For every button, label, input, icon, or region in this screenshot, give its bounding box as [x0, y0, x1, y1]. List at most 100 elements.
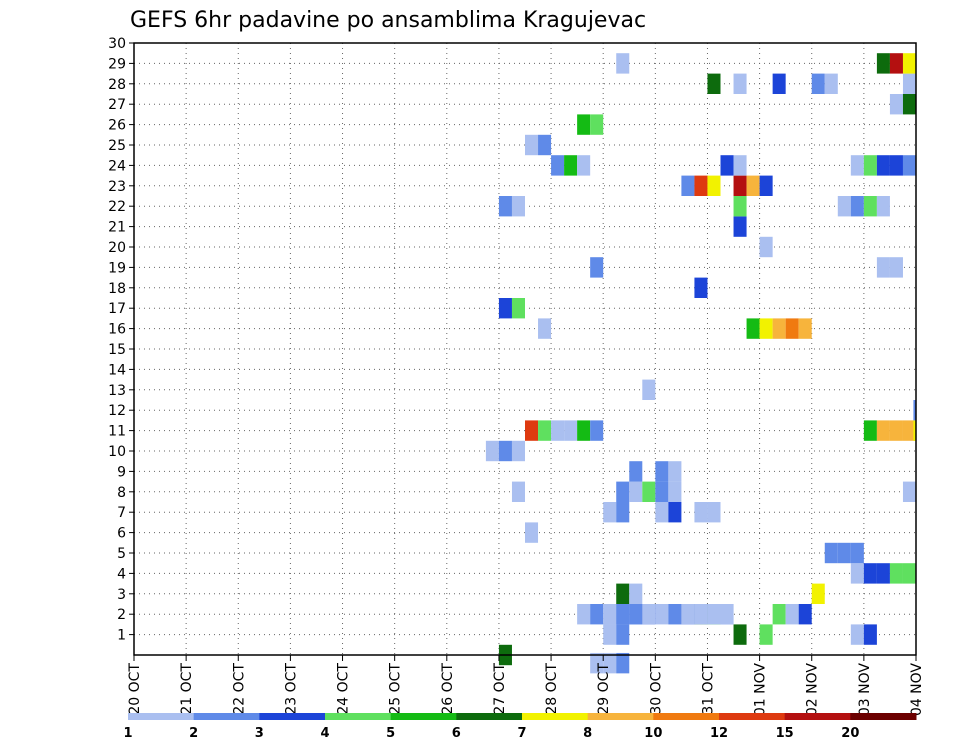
- data-cell: [498, 440, 512, 462]
- data-cell: [629, 604, 643, 625]
- y-tick-label: 29: [108, 56, 126, 72]
- data-cell: [590, 257, 604, 278]
- data-cell: [629, 461, 643, 482]
- data-cell: [863, 155, 877, 176]
- data-cell: [642, 604, 656, 625]
- x-tick-label: 04 NOV: [909, 663, 925, 717]
- y-tick-label: 14: [108, 362, 126, 378]
- data-cell: [746, 318, 760, 339]
- data-cell: [876, 53, 890, 74]
- data-cell: [668, 604, 682, 625]
- data-cell: [564, 155, 578, 176]
- y-tick-label: 8: [117, 485, 126, 501]
- y-tick-label: 21: [108, 220, 126, 236]
- data-cell: [733, 196, 747, 217]
- data-cell: [798, 318, 812, 339]
- y-tick-label: 3: [117, 587, 126, 603]
- data-cell: [538, 318, 552, 339]
- data-cell: [629, 583, 643, 604]
- y-tick-label: 20: [108, 240, 126, 256]
- legend-swatch: [784, 713, 851, 720]
- data-cell: [913, 400, 916, 421]
- data-cell: [850, 196, 864, 217]
- data-cell: [655, 502, 669, 523]
- x-tick-label: 03 NOV: [857, 663, 873, 717]
- data-cell: [876, 420, 890, 441]
- x-axis: 20 OCT 21 OCT 22 OCT 23 OCT 24 OCT 25 OCT 26 O…: [127, 655, 925, 716]
- data-cell: [525, 522, 539, 543]
- data-cell: [746, 175, 760, 196]
- data-cell: [538, 134, 552, 156]
- legend-swatch: [587, 713, 654, 720]
- data-cell: [616, 624, 630, 645]
- data-cell: [629, 481, 643, 502]
- data-cell: [785, 604, 799, 625]
- data-cell: [889, 53, 903, 74]
- x-tick-label: 27 OCT: [492, 663, 508, 715]
- data-cell: [590, 652, 604, 674]
- y-tick-label: 10: [108, 444, 126, 460]
- legend-swatch: [259, 713, 326, 720]
- data-cell: [525, 134, 539, 156]
- x-tick-label: 21 OCT: [179, 663, 195, 715]
- data-cell: [616, 583, 630, 604]
- data-cell: [876, 257, 890, 278]
- legend-label: 10: [644, 726, 662, 741]
- data-cell: [759, 236, 773, 258]
- data-cell: [850, 155, 864, 176]
- y-tick-label: 17: [108, 301, 126, 317]
- data-cell: [616, 502, 630, 523]
- legend-label: 20: [841, 726, 859, 741]
- data-cell: [564, 420, 578, 441]
- y-tick-label: 28: [108, 77, 126, 93]
- data-cell: [538, 420, 552, 441]
- data-cell: [694, 277, 708, 298]
- y-tick-label: 2: [117, 607, 126, 623]
- legend-swatch: [456, 713, 523, 720]
- data-cell: [590, 114, 604, 135]
- x-tick-label: 29 OCT: [596, 663, 612, 715]
- data-cell: [863, 196, 877, 217]
- x-tick-label: 24 OCT: [336, 663, 352, 715]
- y-axis: 1234567891011121314151617181920212223242…: [108, 36, 134, 644]
- data-cell: [772, 604, 786, 625]
- y-tick-label: 11: [108, 424, 126, 440]
- data-cell: [590, 604, 604, 625]
- data-cell: [590, 420, 604, 441]
- x-tick-label: 25 OCT: [388, 663, 404, 715]
- y-tick-label: 16: [108, 322, 126, 338]
- chart-title: GEFS 6hr padavine po ansamblima Kragujev…: [130, 8, 646, 33]
- y-tick-label: 26: [108, 118, 126, 134]
- data-cell: [889, 155, 903, 176]
- x-tick-label: 02 NOV: [805, 663, 821, 717]
- data-cell: [876, 155, 890, 176]
- data-cell: [720, 155, 734, 176]
- x-tick-label: 31 OCT: [700, 663, 716, 715]
- data-cell: [681, 175, 695, 196]
- data-cell: [759, 175, 773, 196]
- y-tick-label: 23: [108, 179, 126, 195]
- data-cell: [733, 175, 747, 196]
- data-cell: [511, 298, 525, 319]
- data-cell: [837, 542, 851, 564]
- y-tick-label: 5: [117, 546, 126, 562]
- x-tick-label: 23 OCT: [283, 663, 299, 715]
- data-cell: [603, 624, 617, 645]
- legend-swatch: [719, 713, 786, 720]
- y-tick-label: 30: [108, 36, 126, 52]
- data-cell: [902, 420, 916, 441]
- legend-swatch: [390, 713, 457, 720]
- legend-label: 2: [189, 726, 198, 741]
- data-cell: [733, 155, 747, 176]
- data-cell: [720, 604, 734, 625]
- legend-label: 1: [123, 726, 132, 741]
- legend-swatch: [325, 713, 392, 720]
- data-cell: [577, 604, 591, 625]
- data-cell: [694, 502, 708, 523]
- data-cell: [876, 196, 890, 217]
- data-cell: [863, 624, 877, 645]
- data-cell: [772, 73, 786, 94]
- data-cell: [902, 94, 916, 115]
- data-cell: [511, 196, 525, 217]
